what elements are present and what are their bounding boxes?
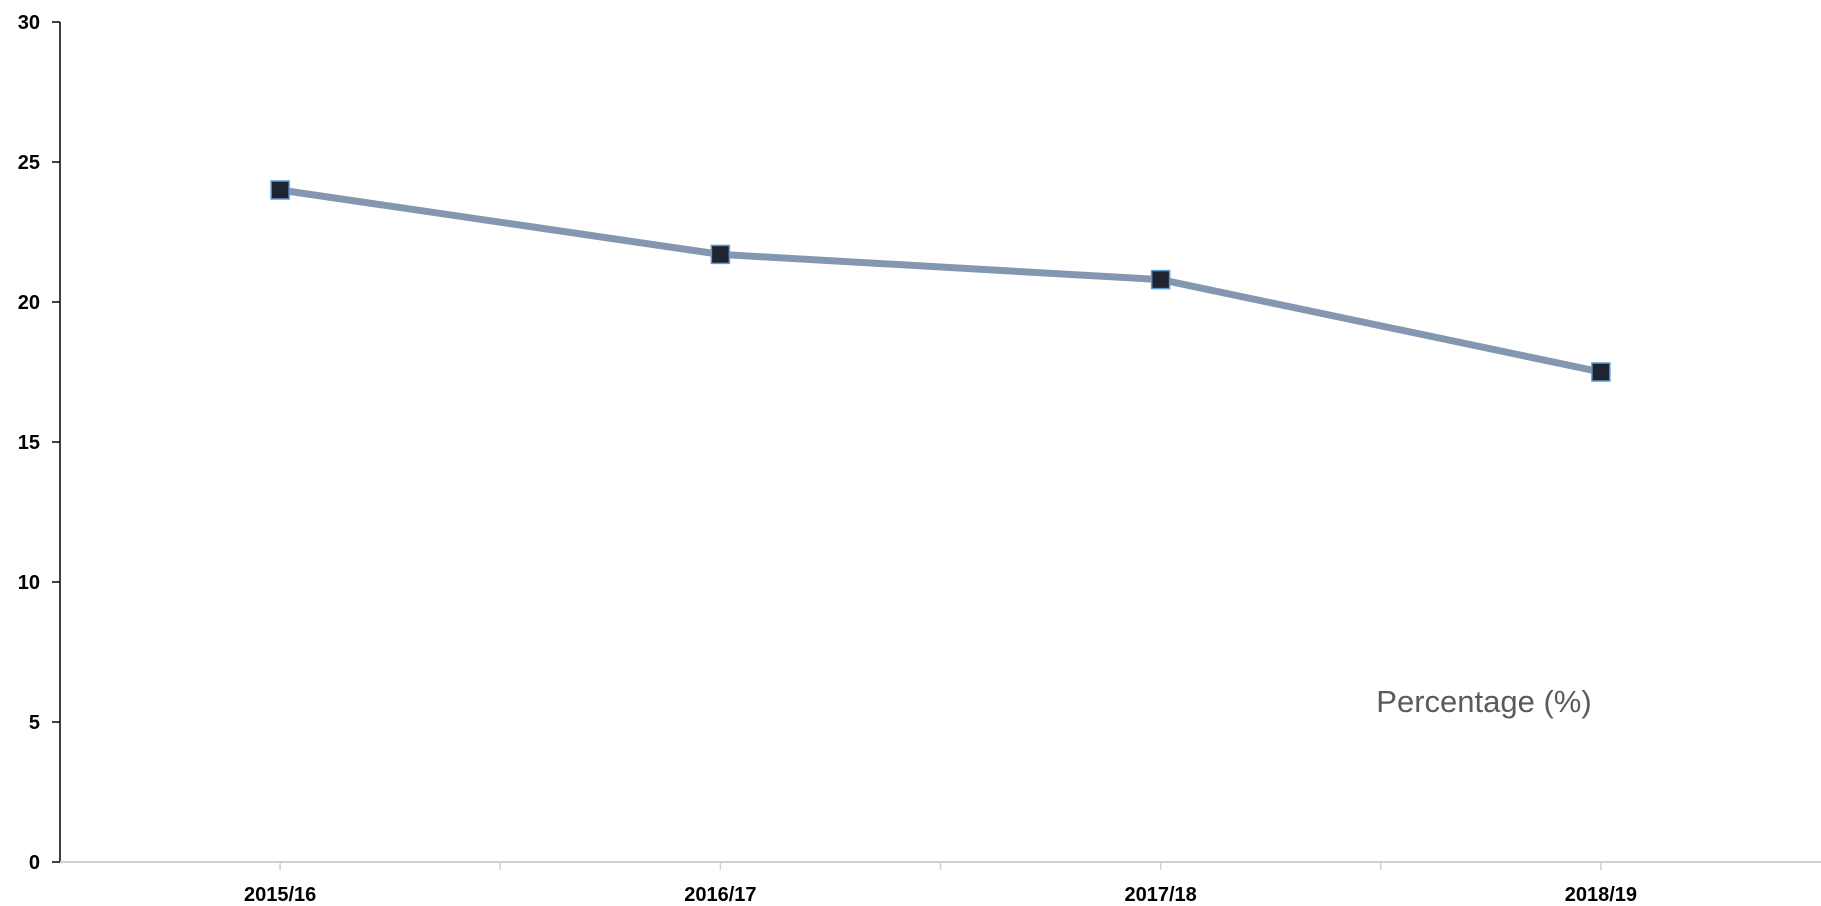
y-tick-label: 15 [18, 432, 40, 454]
series-layer [270, 180, 1611, 382]
y-tick-label: 20 [18, 292, 40, 314]
y-tick-label: 25 [18, 152, 40, 174]
series-line [276, 186, 1605, 376]
x-axis: 2015/16 2016/17 2017/18 2018/19 [60, 861, 1821, 906]
data-point-marker [270, 180, 290, 200]
x-tick-label: 2018/19 [1565, 884, 1637, 906]
y-tick-label: 0 [29, 852, 40, 874]
data-point-marker [1591, 362, 1611, 382]
y-tick-label: 30 [18, 12, 40, 34]
x-tick-label: 2016/17 [684, 884, 756, 906]
y-tick-label: 5 [29, 712, 40, 734]
y-axis: 0 5 10 15 20 25 30 [18, 12, 61, 874]
y-tick-label: 10 [18, 572, 40, 594]
x-tick-label: 2015/16 [244, 884, 316, 906]
data-point-marker [710, 244, 731, 265]
x-tick-label: 2017/18 [1124, 884, 1196, 906]
data-point-marker [1150, 269, 1171, 290]
legend-series-label: Percentage (%) [1376, 684, 1591, 719]
